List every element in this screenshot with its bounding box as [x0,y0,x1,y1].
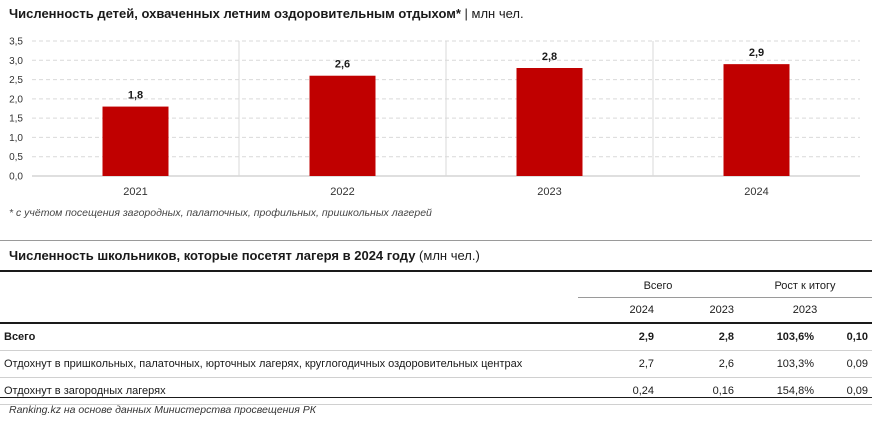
y-tick-label: 3,0 [9,56,23,67]
data-label: 2,6 [335,59,350,71]
table-row: Всего 2,9 2,8 103,6% 0,10 [0,323,872,351]
y-tick-label: 0,5 [9,152,23,163]
chart-footnote: * с учётом посещения загородных, палаточ… [9,207,432,219]
table-top-rule [0,270,872,272]
table-bottom-rule [0,397,872,398]
cell-diff: 0,09 [818,377,872,405]
cell-2023: 2,8 [658,323,738,351]
y-tick-label: 3,5 [9,37,23,48]
header-total: Всего [578,275,738,298]
table-title-text: Численность школьников, которые посетят … [9,248,416,263]
x-tick-label: 2021 [123,186,147,198]
cell-2023: 0,16 [658,377,738,405]
y-tick-label: 1,0 [9,133,23,144]
cell-2024: 0,24 [578,377,658,405]
data-table: Всего Рост к итогу 2024 2023 2023 Всего … [0,275,872,405]
table-title-unit: (млн чел.) [419,248,480,263]
data-label: 2,9 [749,47,764,59]
y-tick-label: 2,5 [9,75,23,86]
header-empty-cell [0,297,578,324]
cell-2024: 2,9 [578,323,658,351]
cell-growth: 154,8% [738,377,818,405]
x-tick-label: 2023 [537,186,561,198]
bar-chart: 0,0 0,5 1,0 1,5 2,0 2,5 3,0 3,5 1,8 2021 2,6 2022 2,… [9,37,860,198]
cell-diff: 0,10 [818,323,872,351]
row-label: Отдохнут в пришкольных, палаточных, юрто… [0,350,578,378]
y-tick-label: 2,0 [9,94,23,105]
header-growth: Рост к итогу [738,275,872,298]
cell-2024: 2,7 [578,350,658,378]
bar [516,68,583,176]
header-2024: 2024 [578,297,658,324]
source-note: Ranking.kz на основе данных Министерства… [9,404,316,416]
bar [102,106,169,176]
table-title: Численность школьников, которые посетят … [9,248,480,263]
bar [723,64,790,176]
row-label: Всего [0,323,578,351]
table-row: Отдохнут в пришкольных, палаточных, юрто… [0,350,872,378]
table-group-header-row: Всего Рост к итогу [0,275,872,298]
cell-growth: 103,6% [738,323,818,351]
table-sub-header-row: 2024 2023 2023 [0,297,872,324]
y-tick-label: 1,5 [9,114,23,125]
cell-2023: 2,6 [658,350,738,378]
section-divider [0,240,872,241]
y-tick-label: 0,0 [9,172,23,183]
chart-title: Численность детей, охваченных летним озд… [9,6,524,21]
cell-growth: 103,3% [738,350,818,378]
header-2023: 2023 [658,297,738,324]
cell-diff: 0,09 [818,350,872,378]
header-growth-2023: 2023 [738,297,872,324]
x-tick-label: 2024 [744,186,768,198]
chart-title-unit: | млн чел. [464,6,524,21]
bar [309,75,376,176]
data-label: 1,8 [128,90,143,102]
header-empty-cell [0,275,578,298]
table-row: Отдохнут в загородных лагерях 0,24 0,16 … [0,377,872,405]
chart-title-text: Численность детей, охваченных летним озд… [9,6,461,21]
x-tick-label: 2022 [330,186,354,198]
row-label: Отдохнут в загородных лагерях [0,377,578,405]
data-label: 2,8 [542,51,557,63]
